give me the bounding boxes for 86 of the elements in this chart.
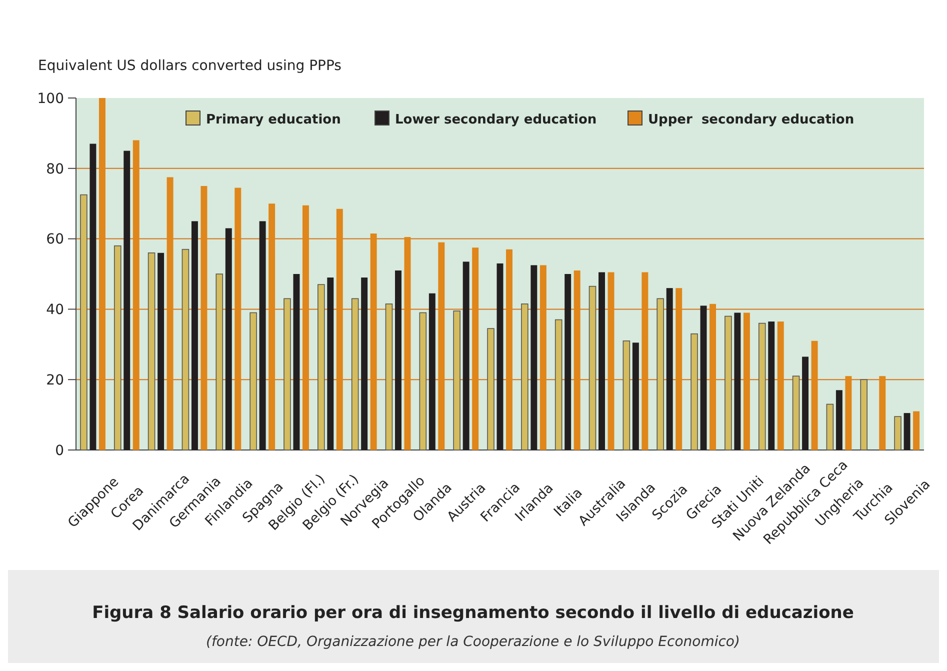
bar bbox=[564, 274, 572, 450]
bar bbox=[530, 265, 538, 450]
bar bbox=[666, 288, 673, 450]
bar bbox=[845, 376, 852, 450]
bar bbox=[225, 228, 232, 450]
bar bbox=[700, 306, 707, 450]
text: (fonte: OECD, Organizzazione per la Cooperazione e lo Sviluppo Economico) bbox=[206, 634, 740, 650]
bar bbox=[404, 237, 411, 450]
bar bbox=[879, 376, 886, 450]
bar bbox=[632, 342, 639, 450]
bar bbox=[148, 252, 156, 450]
bar bbox=[521, 304, 528, 450]
bar bbox=[496, 263, 504, 450]
bar bbox=[428, 293, 436, 450]
legend-label: Primary education bbox=[206, 112, 341, 128]
y-tick-label: 100 bbox=[37, 90, 64, 107]
bar bbox=[743, 312, 750, 450]
bar bbox=[259, 221, 266, 450]
bar bbox=[438, 242, 445, 450]
bar bbox=[734, 312, 741, 450]
legend-label: Upper secondary education bbox=[648, 112, 854, 128]
bar bbox=[836, 390, 842, 450]
bar bbox=[462, 262, 470, 450]
text: Figura 8 Salario orario per ora di insegnamento secondo il livello di educazione bbox=[92, 603, 854, 623]
bar bbox=[182, 248, 190, 450]
bar bbox=[540, 265, 546, 450]
bar bbox=[860, 379, 868, 450]
bar bbox=[710, 304, 716, 450]
bar bbox=[268, 204, 276, 450]
bar bbox=[336, 208, 343, 450]
bar bbox=[574, 270, 580, 450]
bar bbox=[191, 221, 198, 450]
bar bbox=[98, 98, 106, 450]
bar bbox=[293, 274, 300, 450]
bar bbox=[158, 252, 164, 450]
bar bbox=[656, 298, 664, 450]
bar bbox=[351, 298, 359, 450]
bar bbox=[318, 284, 325, 450]
y-tick-label: 80 bbox=[46, 161, 64, 178]
bar bbox=[758, 322, 766, 450]
bar bbox=[826, 404, 834, 450]
bar bbox=[80, 194, 88, 450]
bar bbox=[385, 304, 393, 450]
bar bbox=[132, 140, 140, 450]
bar bbox=[768, 322, 775, 450]
y-tick-label: 60 bbox=[46, 232, 64, 248]
y-tick-label: 0 bbox=[55, 442, 64, 459]
bar bbox=[216, 274, 224, 450]
bar bbox=[588, 286, 596, 450]
bar bbox=[250, 312, 257, 450]
bar bbox=[395, 270, 402, 450]
bar bbox=[802, 356, 809, 450]
bar bbox=[284, 298, 291, 450]
bar bbox=[370, 234, 377, 450]
bar bbox=[419, 312, 427, 450]
bar bbox=[166, 177, 174, 450]
y-tick-label: 20 bbox=[46, 372, 64, 388]
bar bbox=[792, 376, 800, 450]
bar bbox=[690, 333, 698, 450]
bar bbox=[676, 288, 682, 450]
bar bbox=[124, 150, 130, 450]
y-axis-title: Equivalent US dollars converted using PPPs bbox=[38, 58, 342, 74]
bar bbox=[114, 245, 122, 450]
bar bbox=[361, 278, 368, 450]
bar bbox=[200, 186, 208, 450]
bar bbox=[327, 278, 334, 450]
bar bbox=[302, 205, 309, 450]
bar bbox=[608, 272, 614, 450]
bar bbox=[506, 249, 512, 450]
bar bbox=[90, 144, 96, 450]
bar bbox=[622, 340, 630, 450]
bar bbox=[913, 411, 920, 450]
bar bbox=[642, 272, 648, 450]
bar bbox=[811, 340, 818, 450]
legend-label: Lower secondary education bbox=[395, 112, 597, 128]
bar bbox=[904, 413, 910, 450]
bar bbox=[234, 188, 242, 450]
bar bbox=[724, 316, 732, 450]
bar bbox=[894, 416, 902, 450]
bar bbox=[777, 322, 784, 450]
y-tick-label: 40 bbox=[46, 302, 64, 318]
bar bbox=[472, 248, 479, 450]
bar bbox=[554, 319, 562, 450]
bar bbox=[453, 310, 460, 450]
bar bbox=[598, 272, 605, 450]
bar bbox=[487, 328, 494, 450]
